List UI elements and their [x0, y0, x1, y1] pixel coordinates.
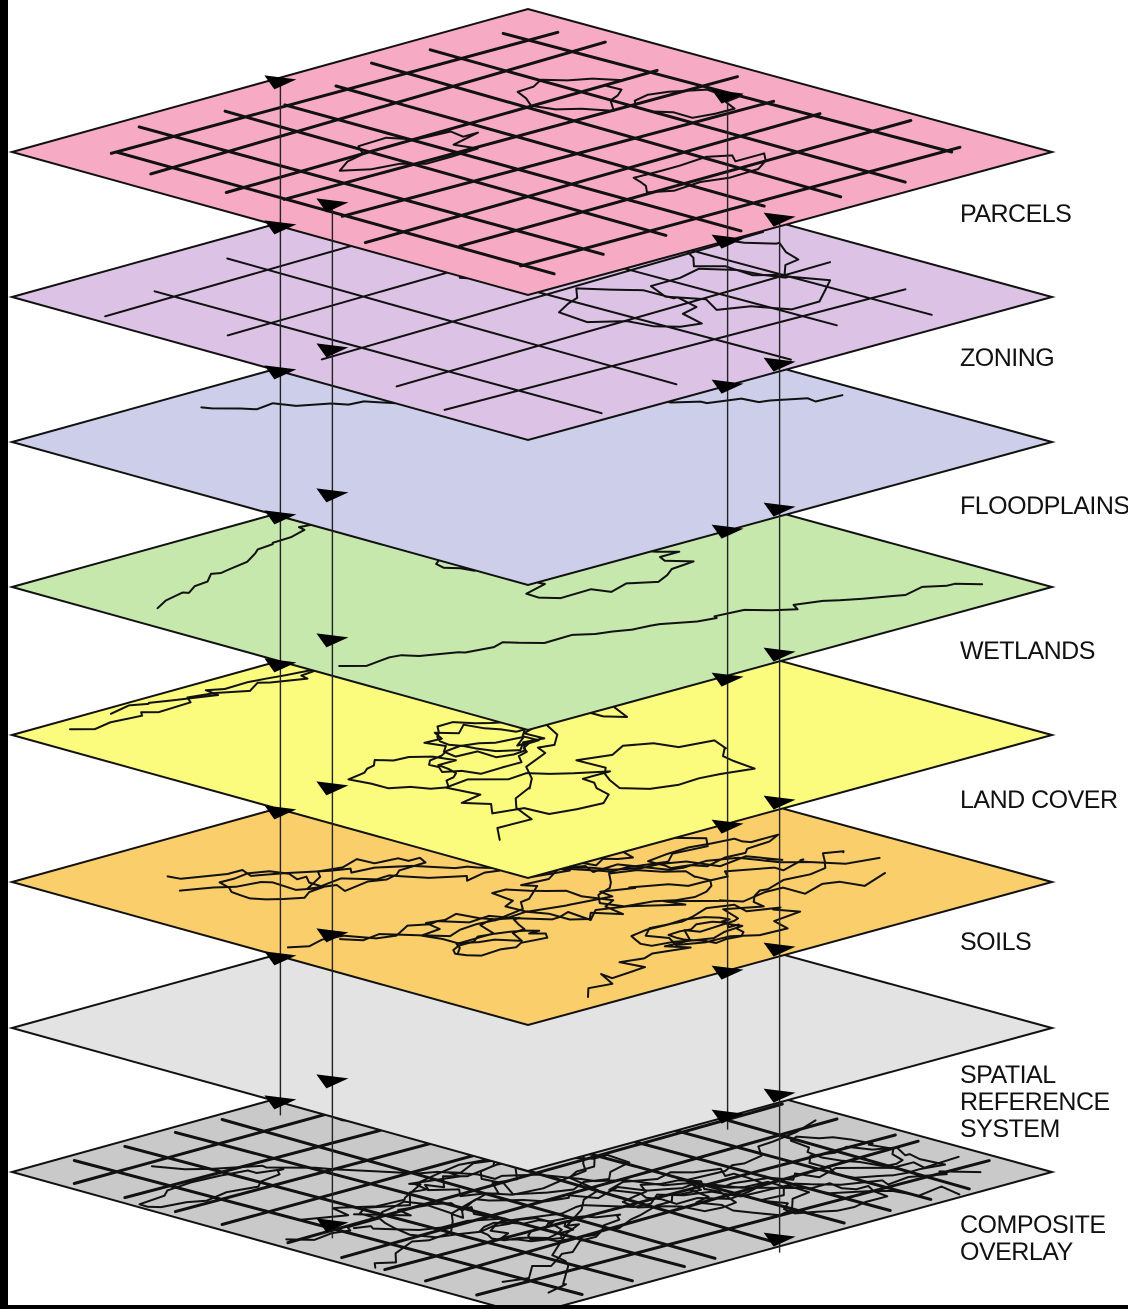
pin-arrow-3-land-cover [711, 672, 744, 687]
layer-surface-parcels [8, 7, 1056, 297]
layer-labels: PARCELS ZONING FLOODPLAINS WETLANDS LAND COV… [960, 200, 1128, 1266]
pin-arrow-2-floodplains [763, 502, 796, 517]
map-line-zoning-1 [558, 287, 703, 328]
layer-label-composite-overlay-line-1: COMPOSITE [960, 1211, 1106, 1239]
pin-arrow-0-land-cover [316, 781, 349, 796]
layer-label-wetlands: WETLANDS [960, 637, 1095, 665]
pin-arrow-1-land-cover [264, 658, 297, 673]
pin-arrow-3-parcels [711, 89, 744, 104]
map-line-composite-overlay-20 [501, 1119, 817, 1283]
map-line-soils-16 [587, 850, 845, 998]
pin-arrow-3-floodplains [711, 379, 744, 394]
layer-label-spatial-reference-system-line-2: REFERENCE [960, 1088, 1110, 1116]
map-line-soils-3 [644, 903, 802, 946]
map-line-parcels-1 [516, 77, 625, 112]
pin-arrow-0-spatial-reference-system [316, 1074, 349, 1089]
pin-arrow-0-wetlands [316, 633, 349, 648]
pin-arrow-1-floodplains [264, 365, 297, 380]
map-line-composite-overlay-15 [478, 1219, 563, 1242]
pin-arrow-2-parcels [763, 212, 796, 227]
pin-arrow-1-parcels [264, 75, 297, 90]
map-line-soils-8 [452, 929, 549, 957]
layer-label-parcels: PARCELS [960, 200, 1071, 228]
pin-arrow-3-soils [711, 819, 744, 834]
map-line-soils-0 [491, 888, 624, 921]
map-line-composite-overlay-8 [138, 1168, 285, 1209]
map-line-land-cover-0 [423, 723, 540, 759]
pin-arrow-0-soils [316, 928, 349, 943]
pin-arrow-3-composite-overlay [711, 1109, 744, 1124]
map-line-composite-overlay-4 [621, 1179, 737, 1213]
pin-arrow-1-soils [264, 805, 297, 820]
pin-arrow-0-floodplains [316, 488, 349, 503]
pin-arrow-0-zoning [316, 343, 349, 358]
map-line-soils-19 [286, 858, 805, 949]
map-line-composite-overlay-14 [377, 1200, 506, 1239]
map-line-composite-overlay-10 [489, 1217, 575, 1243]
layer-label-floodplains: FLOODPLAINS [960, 492, 1128, 520]
map-line-soils-4 [667, 920, 745, 944]
map-line-soils-18 [178, 855, 784, 892]
pin-arrow-2-zoning [763, 357, 796, 372]
map-line-composite-overlay-5 [608, 1167, 766, 1205]
map-line-land-cover-2 [444, 770, 611, 815]
map-line-wetlands-3 [338, 582, 984, 667]
layer-plates [8, 7, 1056, 1305]
pin-arrow-1-spatial-reference-system [264, 951, 297, 966]
map-line-land-cover-1 [436, 720, 546, 753]
pin-arrow-0-parcels [316, 198, 349, 213]
pin-arrow-2-spatial-reference-system [763, 1088, 796, 1103]
map-line-composite-overlay-23 [150, 1164, 961, 1197]
pin-arrow-3-wetlands [711, 524, 744, 539]
layer-label-land-cover: LAND COVER [960, 786, 1118, 814]
pin-arrow-1-zoning [264, 220, 297, 235]
pin-arrow-1-composite-overlay [264, 1095, 297, 1110]
map-line-land-cover-6 [428, 735, 532, 775]
pin-arrow-2-composite-overlay [763, 1232, 796, 1247]
pin-arrow-1-wetlands [264, 510, 297, 525]
pin-arrow-3-zoning [711, 234, 744, 249]
pin-arrow-3-spatial-reference-system [711, 965, 744, 980]
gis-layer-stack-diagram: PARCELS ZONING FLOODPLAINS WETLANDS LAND COV… [8, 7, 1128, 1305]
map-line-parcels-3 [338, 130, 479, 172]
map-line-land-cover-4 [347, 755, 458, 790]
map-line-parcels-4 [633, 88, 744, 119]
map-line-soils-1 [306, 856, 427, 892]
map-line-parcels-2 [632, 152, 767, 194]
layer-label-spatial-reference-system-line-1: SPATIAL [960, 1061, 1056, 1089]
diagram-canvas: PARCELS ZONING FLOODPLAINS WETLANDS LAND COV… [8, 0, 1128, 1305]
map-line-composite-overlay-24 [353, 1155, 960, 1217]
map-line-zoning-3 [649, 267, 832, 311]
layer-plate-parcels [8, 7, 1056, 297]
pin-arrow-2-soils [763, 942, 796, 957]
layer-label-composite-overlay-line-2: OVERLAY [960, 1238, 1074, 1266]
layer-label-soils: SOILS [960, 928, 1031, 956]
pin-arrow-2-wetlands [763, 647, 796, 662]
map-line-soils-11 [218, 870, 325, 901]
pin-arrow-0-composite-overlay [316, 1218, 349, 1233]
layer-label-zoning: ZONING [960, 344, 1054, 372]
pin-arrow-2-land-cover [763, 795, 796, 810]
map-line-land-cover-3 [575, 739, 756, 790]
layer-label-spatial-reference-system-line-3: SYSTEM [960, 1115, 1060, 1143]
map-line-composite-overlay-16 [689, 1180, 811, 1217]
map-line-composite-overlay-17 [352, 1170, 982, 1231]
map-line-soils-14 [339, 872, 886, 942]
registration-pins [264, 75, 796, 1253]
